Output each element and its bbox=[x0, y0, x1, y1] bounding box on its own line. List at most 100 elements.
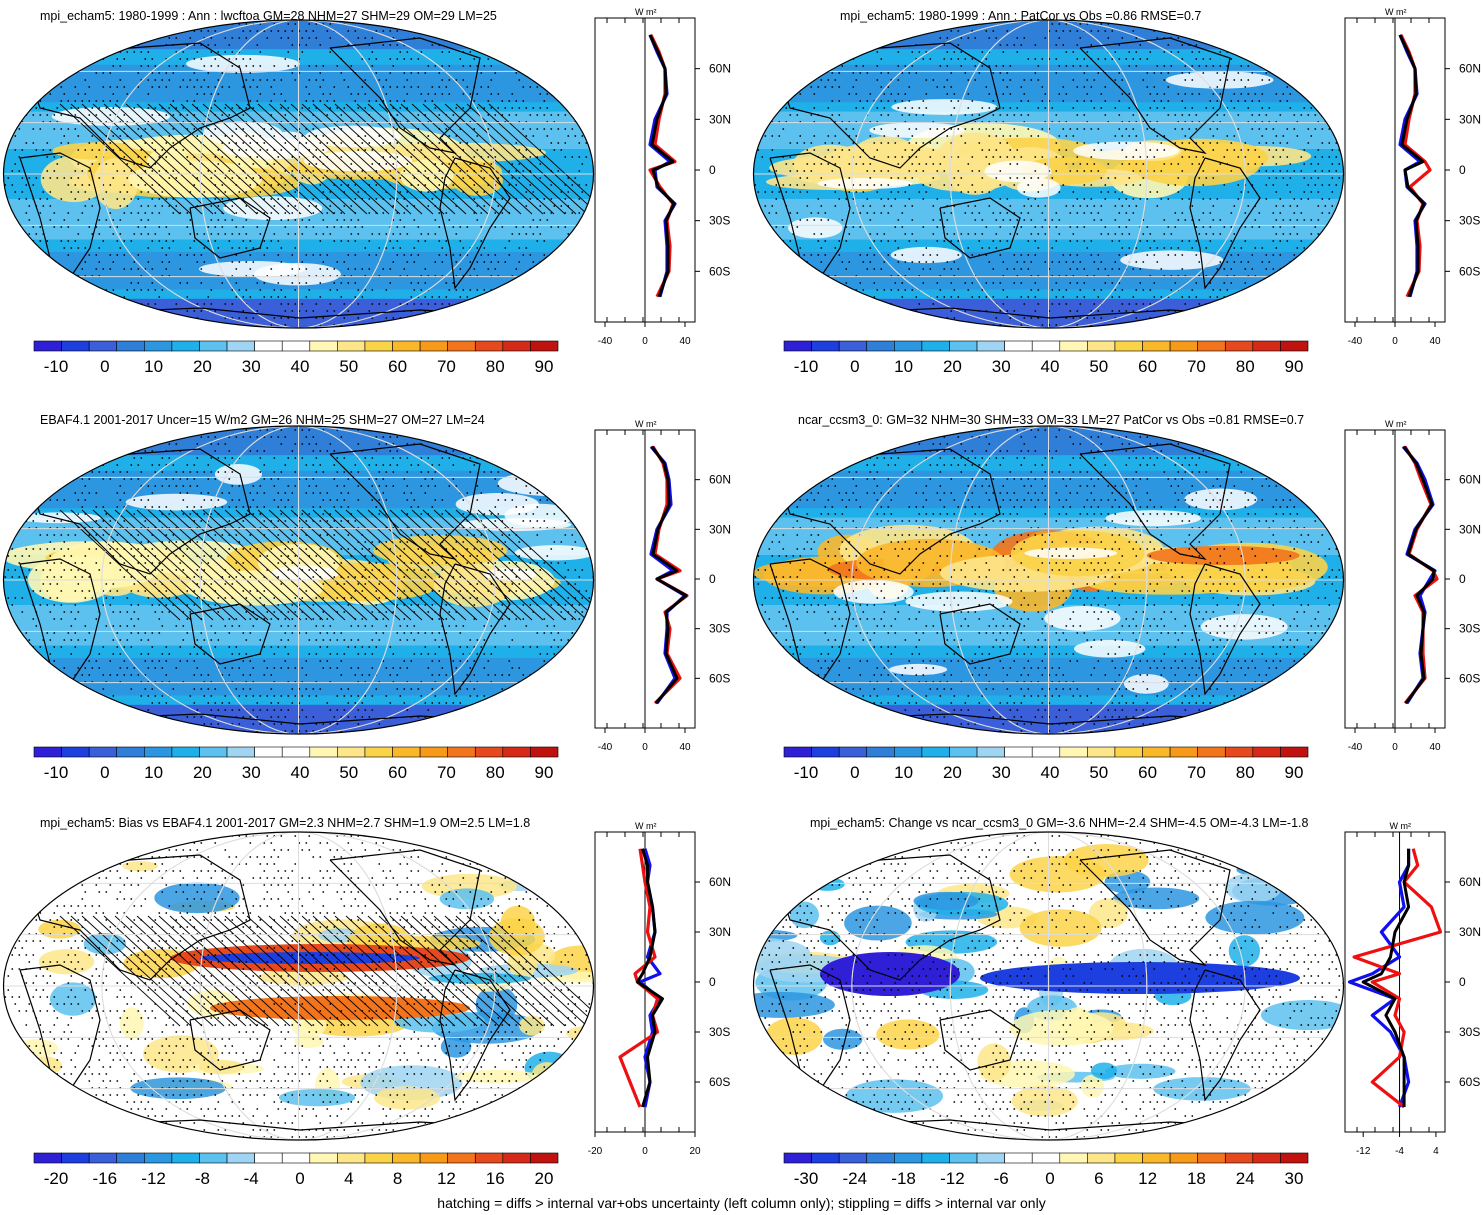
colorbar-tick-label: -18 bbox=[891, 1169, 916, 1188]
colorbar-tick-label: -12 bbox=[940, 1169, 965, 1188]
colorbar-tick-label: 50 bbox=[339, 357, 358, 376]
colorbar-swatch bbox=[949, 1152, 978, 1164]
map-border bbox=[752, 425, 1345, 735]
colorbar-swatch bbox=[1031, 746, 1061, 758]
map-field bbox=[753, 426, 1344, 734]
profile-line-obs bbox=[618, 848, 660, 1108]
colorbar-swatch bbox=[949, 746, 978, 758]
colorbar-tick-label: 60 bbox=[388, 763, 407, 782]
colorbar-swatch bbox=[199, 340, 228, 352]
colorbar-swatch bbox=[171, 1152, 200, 1164]
colorbar-swatch bbox=[1224, 340, 1254, 352]
colorbar-swatch bbox=[811, 746, 840, 758]
profile-lat-tick: 60S bbox=[1459, 671, 1480, 685]
panel-mpi-patcor: mpi_echam5: 1980-1999 : Ann : PatCor vs … bbox=[752, 7, 1481, 376]
colorbar-swatch bbox=[144, 1152, 173, 1164]
profile-lat-tick: 30S bbox=[1459, 1025, 1480, 1039]
colorbar-swatch bbox=[392, 340, 421, 352]
panel-mpi-change: mpi_echam5: Change vs ncar_ccsm3_0 GM=-3… bbox=[752, 816, 1481, 1188]
colorbar-tick-label: -16 bbox=[93, 1169, 118, 1188]
map-border bbox=[2, 425, 595, 735]
colorbar-tick-label: 90 bbox=[1285, 763, 1304, 782]
colorbar-swatch bbox=[1142, 340, 1171, 352]
profile-x-tick: 40 bbox=[679, 742, 691, 753]
colorbar-swatch bbox=[530, 340, 559, 352]
profile-x-tick: 0 bbox=[642, 336, 648, 347]
zonal-mean-profile: W m² 60N 30N 0 30S 60S -40 0 40 bbox=[1344, 7, 1481, 347]
colorbar-swatch bbox=[1224, 746, 1254, 758]
colorbar-swatch bbox=[88, 1152, 118, 1164]
colorbar-swatch bbox=[226, 1152, 255, 1164]
profile-lat-tick: 30S bbox=[1459, 622, 1480, 636]
colorbar-tick-label: 8 bbox=[393, 1169, 402, 1188]
profile-lat-tick: 30N bbox=[709, 925, 731, 939]
profile-lat-tick: 60N bbox=[709, 875, 731, 889]
colorbar-tick-label: 90 bbox=[535, 763, 554, 782]
footer-caption: hatching = diffs > internal var+obs unce… bbox=[437, 1195, 1046, 1211]
colorbar-swatch bbox=[116, 340, 145, 352]
colorbar-swatch bbox=[894, 1152, 923, 1164]
panel-title: mpi_echam5: 1980-1999 : Ann : lwcftoa GM… bbox=[40, 9, 497, 23]
profile-lat-tick: 30N bbox=[1459, 112, 1481, 126]
colorbar-swatch bbox=[88, 746, 118, 758]
colorbar-tick-label: 16 bbox=[486, 1169, 505, 1188]
colorbar-swatch bbox=[116, 1152, 145, 1164]
colorbar-tick-label: -8 bbox=[195, 1169, 210, 1188]
colorbar-tick-label: 90 bbox=[1285, 357, 1304, 376]
colorbar-swatch bbox=[419, 1152, 448, 1164]
zonal-mean-profile: W m² 60N 30N 0 30S 60S -20 0 20 bbox=[588, 821, 731, 1157]
colorbar-swatch bbox=[392, 746, 421, 758]
colorbar-swatch bbox=[337, 746, 366, 758]
colorbar-tick-label: 70 bbox=[437, 763, 456, 782]
colorbar-tick-label: 30 bbox=[242, 763, 261, 782]
colorbar-tick-label: -24 bbox=[843, 1169, 868, 1188]
colorbar: -20 -16 -12 -8 -4 0 4 8 12 16 20 bbox=[33, 1152, 559, 1188]
colorbar-swatch bbox=[866, 1152, 895, 1164]
colorbar-swatch bbox=[502, 1152, 531, 1164]
colorbar-swatch bbox=[921, 340, 950, 352]
colorbar-swatch bbox=[281, 746, 311, 758]
colorbar-swatch bbox=[530, 746, 559, 758]
colorbar-swatch bbox=[1114, 746, 1143, 758]
colorbar-swatch bbox=[1197, 1152, 1226, 1164]
profile-x-tick: -4 bbox=[1395, 1146, 1404, 1157]
colorbar-swatch bbox=[474, 340, 504, 352]
colorbar-tick-label: 10 bbox=[144, 763, 163, 782]
colorbar-swatch bbox=[61, 340, 90, 352]
colorbar-swatch bbox=[1059, 746, 1088, 758]
zonal-mean-profile: W m² 60N 30N 0 30S 60S -40 0 40 bbox=[1344, 419, 1481, 753]
panel-title: mpi_echam5: Change vs ncar_ccsm3_0 GM=-3… bbox=[810, 816, 1309, 830]
profile-x-tick: 0 bbox=[642, 742, 648, 753]
profile-x-tick: 0 bbox=[1392, 336, 1398, 347]
profile-unit-label: W m² bbox=[635, 821, 657, 831]
colorbar-swatch bbox=[144, 340, 173, 352]
colorbar-swatch bbox=[1224, 1152, 1254, 1164]
colorbar-swatch bbox=[1169, 746, 1198, 758]
colorbar-swatch bbox=[337, 1152, 366, 1164]
profile-lat-tick: 0 bbox=[1459, 163, 1466, 177]
colorbar-swatch bbox=[1252, 1152, 1281, 1164]
colorbar-tick-label: 50 bbox=[339, 763, 358, 782]
colorbar-tick-label: 0 bbox=[295, 1169, 304, 1188]
colorbar-tick-label: 90 bbox=[535, 357, 554, 376]
colorbar-swatch bbox=[419, 340, 448, 352]
profile-line-mean bbox=[636, 848, 664, 1108]
panel-title: ncar_ccsm3_0: GM=32 NHM=30 SHM=33 OM=33 … bbox=[798, 413, 1304, 427]
profile-line-mean bbox=[648, 34, 676, 298]
colorbar-tick-label: 30 bbox=[242, 357, 261, 376]
profile-x-tick: 40 bbox=[679, 336, 691, 347]
zonal-mean-profile: W m² 60N 30N 0 30S 60S -40 0 40 bbox=[594, 419, 731, 753]
colorbar-swatch bbox=[783, 340, 812, 352]
colorbar-swatch bbox=[838, 1152, 868, 1164]
colorbar-swatch bbox=[309, 1152, 338, 1164]
colorbar-swatch bbox=[281, 340, 311, 352]
colorbar-swatch bbox=[976, 1152, 1005, 1164]
colorbar-tick-label: 0 bbox=[100, 357, 109, 376]
panel-title: mpi_echam5: 1980-1999 : Ann : PatCor vs … bbox=[840, 9, 1201, 23]
colorbar-swatch bbox=[474, 1152, 504, 1164]
colorbar-tick-label: 70 bbox=[437, 357, 456, 376]
colorbar: -10 0 10 20 30 40 50 60 70 80 90 bbox=[33, 746, 559, 782]
colorbar-swatch bbox=[1004, 340, 1033, 352]
profile-x-tick: 40 bbox=[1429, 742, 1441, 753]
colorbar-swatch bbox=[838, 340, 868, 352]
